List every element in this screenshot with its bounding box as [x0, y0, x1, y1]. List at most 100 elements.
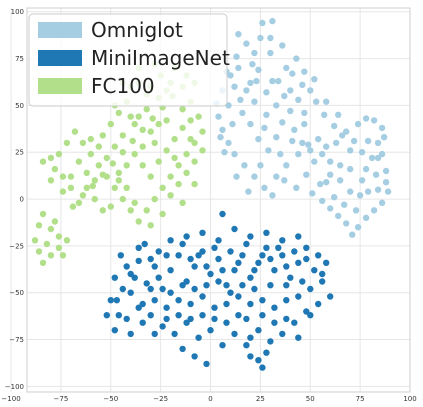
point-omniglot: [323, 98, 330, 105]
point-fc100: [155, 158, 162, 165]
point-fc100: [179, 106, 186, 113]
point-omniglot: [289, 70, 296, 77]
legend-label-omniglot: Omniglot: [91, 18, 183, 42]
point-miniimagenet: [155, 248, 162, 255]
point-miniimagenet: [223, 300, 230, 308]
point-omniglot: [281, 92, 288, 100]
point-fc100: [69, 203, 77, 210]
point-fc100: [131, 120, 138, 128]
point-omniglot: [341, 201, 348, 208]
point-miniimagenet: [207, 270, 214, 278]
point-omniglot: [263, 89, 270, 96]
point-fc100: [75, 199, 83, 206]
point-omniglot: [293, 55, 300, 62]
point-omniglot: [219, 126, 226, 133]
point-miniimagenet: [171, 330, 178, 338]
point-omniglot: [251, 173, 258, 180]
point-omniglot: [251, 98, 258, 105]
point-fc100: [115, 109, 123, 117]
point-fc100: [171, 135, 178, 143]
plot-frame: [26, 7, 411, 393]
point-omniglot: [217, 134, 224, 141]
y-tick-label: 75: [15, 55, 24, 63]
point-miniimagenet: [271, 267, 278, 274]
point-omniglot: [313, 98, 320, 105]
x-tick-label: 75: [356, 395, 365, 403]
point-miniimagenet: [315, 252, 322, 259]
point-fc100: [103, 154, 111, 162]
point-omniglot: [259, 19, 266, 27]
point-omniglot: [358, 149, 366, 156]
point-fc100: [107, 203, 115, 210]
point-miniimagenet: [287, 274, 294, 281]
point-omniglot: [231, 83, 238, 90]
point-miniimagenet: [141, 240, 148, 248]
point-miniimagenet: [131, 274, 138, 281]
point-omniglot: [283, 162, 290, 169]
point-omniglot: [295, 150, 302, 158]
point-fc100: [147, 173, 154, 180]
point-omniglot: [241, 162, 248, 169]
point-fc100: [175, 162, 182, 169]
point-miniimagenet: [243, 342, 250, 349]
point-fc100: [115, 169, 123, 176]
point-miniimagenet: [223, 282, 230, 289]
point-omniglot: [335, 212, 342, 220]
point-omniglot: [364, 137, 372, 145]
point-omniglot: [251, 49, 258, 57]
point-miniimagenet: [239, 282, 246, 289]
point-omniglot: [327, 171, 334, 178]
point-fc100: [83, 169, 91, 176]
point-miniimagenet: [251, 285, 258, 293]
point-miniimagenet: [199, 229, 206, 236]
point-fc100: [195, 113, 202, 120]
point-miniimagenet: [291, 248, 298, 255]
point-miniimagenet: [255, 357, 262, 364]
point-fc100: [55, 244, 63, 251]
point-omniglot: [339, 132, 346, 139]
point-miniimagenet: [179, 282, 186, 289]
point-miniimagenet: [307, 312, 314, 319]
point-fc100: [71, 128, 79, 135]
point-fc100: [163, 147, 170, 154]
point-miniimagenet: [215, 237, 222, 244]
point-omniglot: [317, 180, 324, 188]
point-miniimagenet: [283, 315, 290, 323]
point-miniimagenet: [247, 334, 254, 341]
point-fc100: [129, 137, 136, 145]
point-miniimagenet: [211, 304, 218, 311]
point-miniimagenet: [111, 327, 119, 334]
point-miniimagenet: [227, 248, 234, 255]
point-miniimagenet: [207, 327, 214, 334]
point-omniglot: [247, 79, 254, 87]
point-omniglot: [374, 139, 382, 147]
x-tick-label: 100: [403, 395, 416, 403]
point-miniimagenet: [279, 330, 286, 338]
point-miniimagenet: [191, 353, 198, 360]
point-miniimagenet: [151, 330, 158, 338]
point-omniglot: [378, 124, 386, 132]
point-miniimagenet: [183, 319, 190, 326]
point-omniglot: [289, 137, 296, 145]
point-miniimagenet: [267, 282, 274, 289]
point-miniimagenet: [203, 282, 210, 289]
point-omniglot: [301, 120, 308, 128]
point-omniglot: [321, 111, 328, 119]
point-fc100: [51, 165, 59, 173]
point-omniglot: [380, 134, 388, 141]
point-miniimagenet: [299, 278, 306, 285]
point-fc100: [119, 149, 127, 156]
point-miniimagenet: [111, 274, 119, 281]
point-omniglot: [257, 34, 264, 42]
point-omniglot: [269, 17, 276, 25]
point-omniglot: [281, 177, 288, 184]
point-omniglot: [354, 120, 362, 128]
point-fc100: [139, 162, 146, 169]
point-omniglot: [347, 165, 354, 173]
point-miniimagenet: [243, 240, 250, 248]
point-omniglot: [291, 126, 298, 133]
point-miniimagenet: [311, 267, 318, 274]
point-miniimagenet: [263, 244, 270, 251]
point-miniimagenet: [219, 267, 226, 274]
point-miniimagenet: [295, 293, 302, 300]
